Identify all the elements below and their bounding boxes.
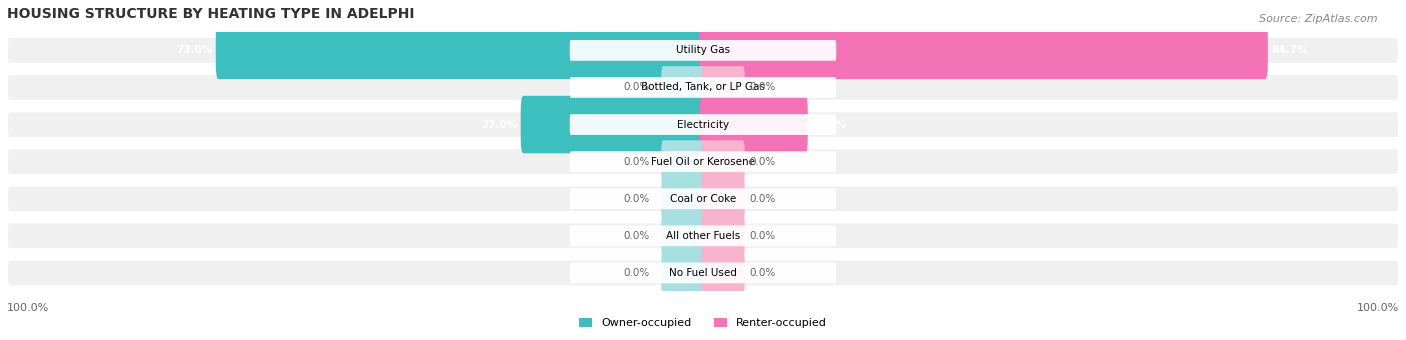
Text: 0.0%: 0.0% bbox=[749, 83, 776, 92]
FancyBboxPatch shape bbox=[569, 262, 837, 283]
FancyBboxPatch shape bbox=[7, 222, 1399, 249]
FancyBboxPatch shape bbox=[702, 177, 745, 220]
FancyBboxPatch shape bbox=[569, 40, 837, 61]
Text: 100.0%: 100.0% bbox=[1357, 303, 1399, 312]
Text: Fuel Oil or Kerosene: Fuel Oil or Kerosene bbox=[651, 157, 755, 167]
FancyBboxPatch shape bbox=[661, 177, 704, 220]
FancyBboxPatch shape bbox=[569, 151, 837, 172]
FancyBboxPatch shape bbox=[702, 140, 745, 183]
FancyBboxPatch shape bbox=[702, 215, 745, 257]
Text: Coal or Coke: Coal or Coke bbox=[669, 194, 737, 204]
Text: Utility Gas: Utility Gas bbox=[676, 45, 730, 55]
FancyBboxPatch shape bbox=[7, 259, 1399, 286]
Text: 0.0%: 0.0% bbox=[749, 194, 776, 204]
FancyBboxPatch shape bbox=[661, 66, 704, 109]
FancyBboxPatch shape bbox=[7, 37, 1399, 64]
Text: 0.0%: 0.0% bbox=[749, 231, 776, 241]
Text: 73.0%: 73.0% bbox=[176, 45, 212, 55]
FancyBboxPatch shape bbox=[215, 22, 706, 79]
FancyBboxPatch shape bbox=[7, 74, 1399, 101]
FancyBboxPatch shape bbox=[569, 77, 837, 98]
FancyBboxPatch shape bbox=[700, 96, 807, 153]
FancyBboxPatch shape bbox=[520, 96, 706, 153]
FancyBboxPatch shape bbox=[702, 252, 745, 294]
FancyBboxPatch shape bbox=[569, 225, 837, 246]
FancyBboxPatch shape bbox=[661, 140, 704, 183]
Text: 0.0%: 0.0% bbox=[624, 157, 650, 167]
Text: 100.0%: 100.0% bbox=[7, 303, 49, 312]
Text: Electricity: Electricity bbox=[676, 120, 730, 130]
FancyBboxPatch shape bbox=[569, 188, 837, 209]
FancyBboxPatch shape bbox=[7, 185, 1399, 212]
Text: 27.0%: 27.0% bbox=[481, 120, 517, 130]
FancyBboxPatch shape bbox=[661, 215, 704, 257]
Text: HOUSING STRUCTURE BY HEATING TYPE IN ADELPHI: HOUSING STRUCTURE BY HEATING TYPE IN ADE… bbox=[7, 7, 415, 21]
Text: 0.0%: 0.0% bbox=[624, 83, 650, 92]
Text: Bottled, Tank, or LP Gas: Bottled, Tank, or LP Gas bbox=[641, 83, 765, 92]
FancyBboxPatch shape bbox=[700, 22, 1268, 79]
Text: 15.3%: 15.3% bbox=[811, 120, 848, 130]
FancyBboxPatch shape bbox=[661, 252, 704, 294]
Text: 0.0%: 0.0% bbox=[624, 194, 650, 204]
Text: 0.0%: 0.0% bbox=[749, 157, 776, 167]
FancyBboxPatch shape bbox=[7, 148, 1399, 175]
Text: 84.7%: 84.7% bbox=[1271, 45, 1308, 55]
FancyBboxPatch shape bbox=[7, 111, 1399, 138]
Text: All other Fuels: All other Fuels bbox=[666, 231, 740, 241]
FancyBboxPatch shape bbox=[569, 114, 837, 135]
Text: 0.0%: 0.0% bbox=[624, 268, 650, 278]
Text: Source: ZipAtlas.com: Source: ZipAtlas.com bbox=[1260, 14, 1378, 23]
Text: 0.0%: 0.0% bbox=[749, 268, 776, 278]
Text: 0.0%: 0.0% bbox=[624, 231, 650, 241]
Text: No Fuel Used: No Fuel Used bbox=[669, 268, 737, 278]
FancyBboxPatch shape bbox=[702, 66, 745, 109]
Legend: Owner-occupied, Renter-occupied: Owner-occupied, Renter-occupied bbox=[575, 314, 831, 333]
